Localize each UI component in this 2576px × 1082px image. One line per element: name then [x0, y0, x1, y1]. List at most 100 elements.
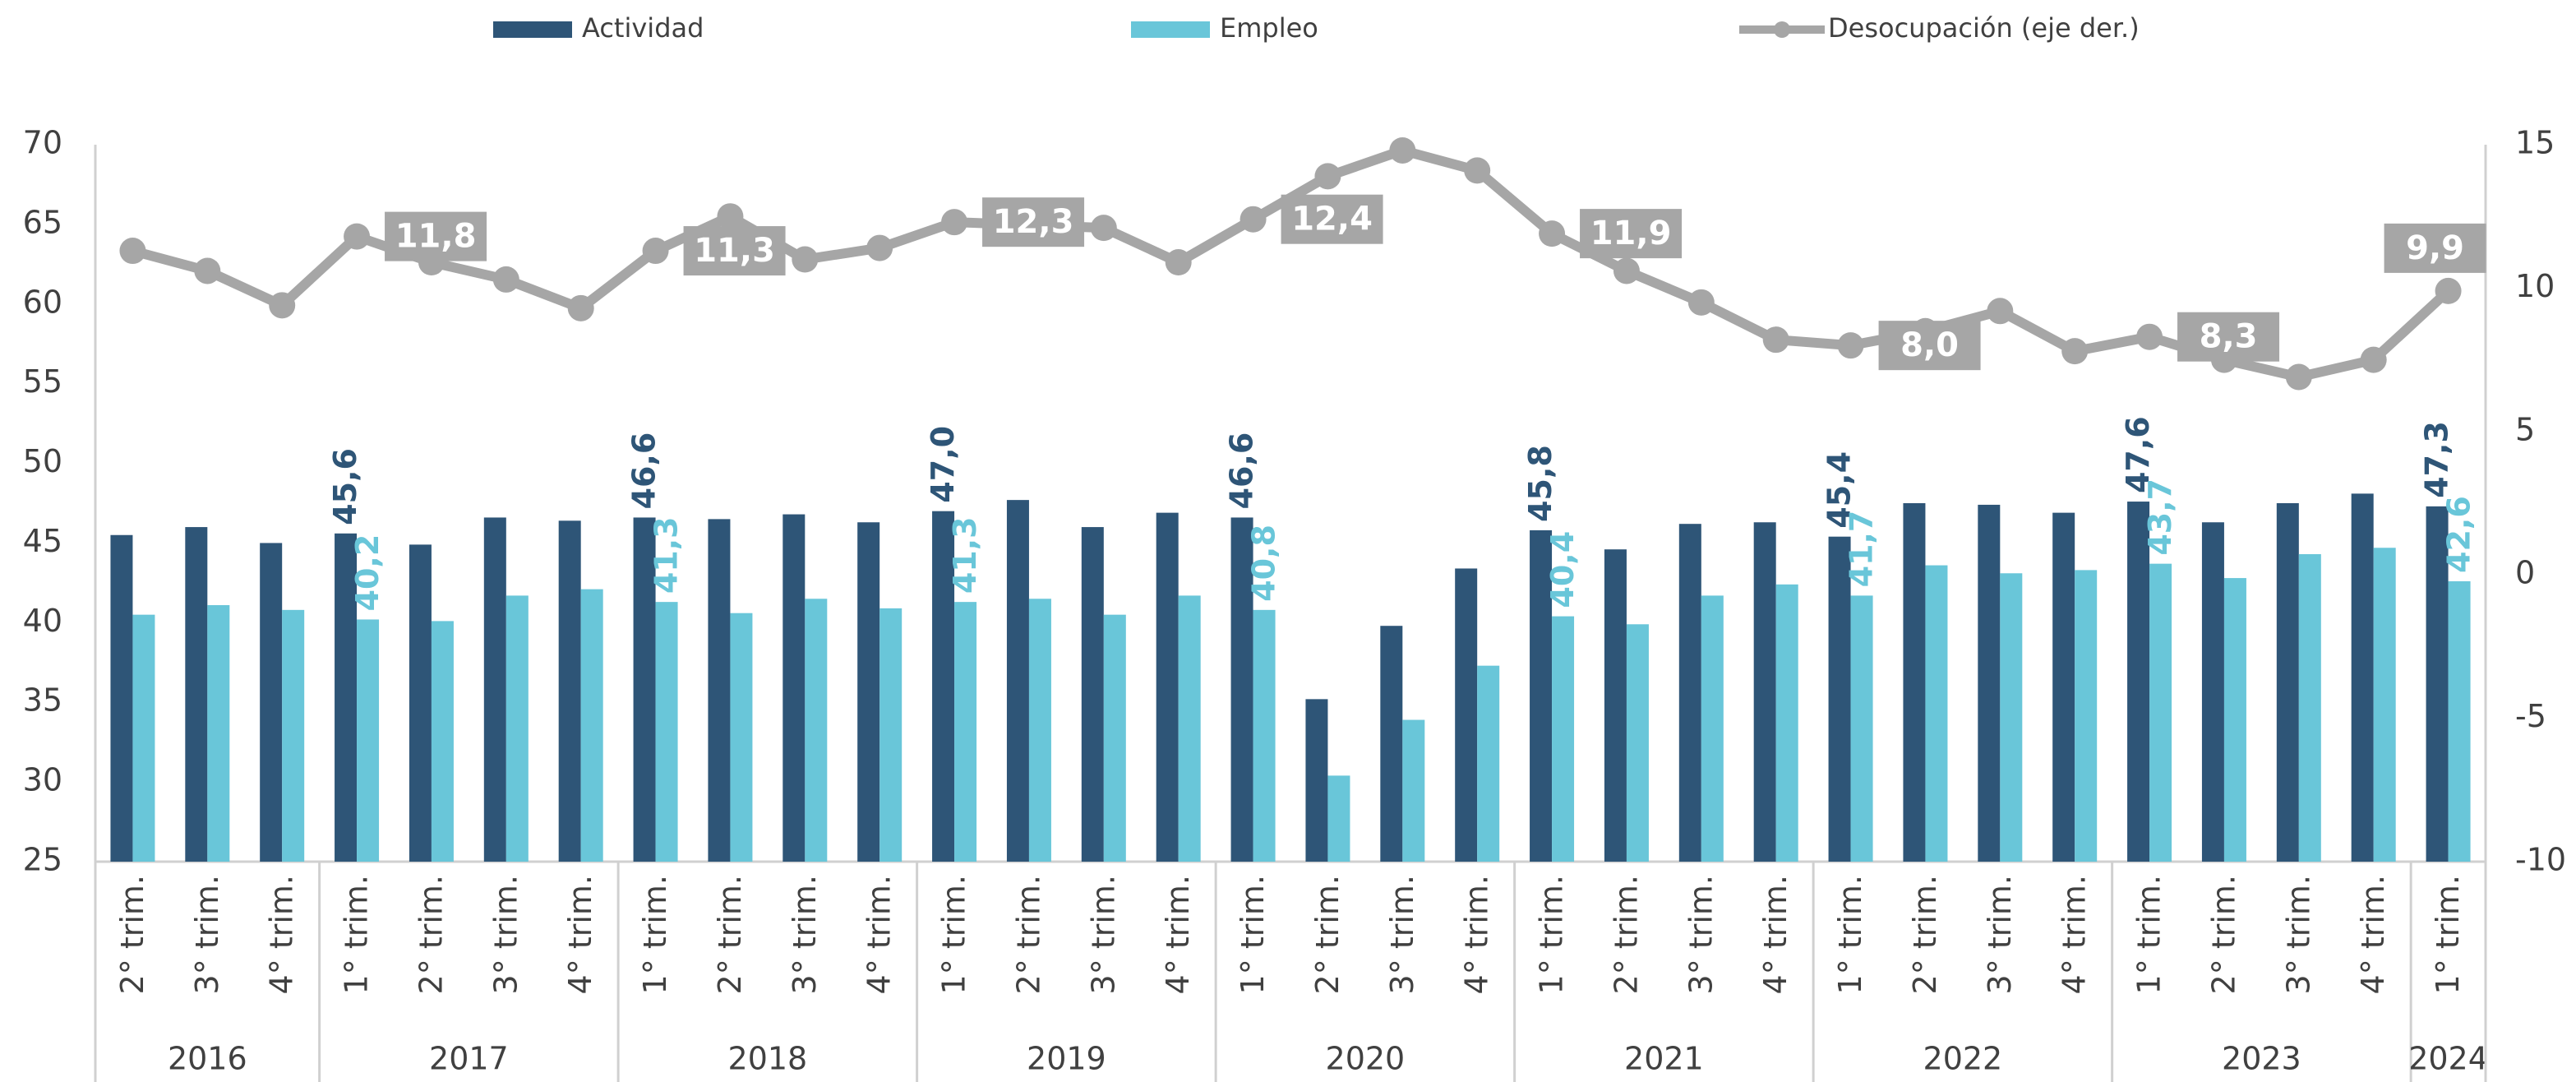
legend-label: Actividad [582, 12, 704, 44]
bar [580, 589, 603, 862]
bar [2373, 548, 2396, 862]
line-point [792, 246, 819, 273]
bar [357, 619, 380, 862]
bar-value-label: 40,2 [349, 534, 385, 612]
y-tick-label: 30 [23, 762, 62, 798]
bar [1327, 775, 1350, 862]
bar [1455, 568, 1478, 862]
x-tick-label: 3° trim. [787, 875, 823, 994]
bar [1081, 527, 1104, 862]
x-tick-label: 1° trim. [637, 875, 673, 994]
legend-swatch [1774, 21, 1790, 38]
y2-tick-label: 15 [2515, 125, 2555, 161]
bar [1701, 595, 1724, 862]
x-tick-label: 4° trim. [861, 875, 898, 994]
line-value-text: 11,3 [694, 232, 775, 270]
legend-label: Empleo [1220, 12, 1318, 44]
bar [1156, 512, 1179, 862]
bar-value-label: 47,3 [2419, 421, 2455, 498]
x-tick-label: 3° trim. [1085, 875, 1121, 994]
year-label: 2024 [2408, 1041, 2488, 1077]
line-point [2061, 338, 2089, 365]
year-label: 2020 [1326, 1041, 1406, 1077]
y-tick-label: 45 [23, 523, 62, 559]
bar [1230, 517, 1253, 862]
bar [1925, 565, 1948, 862]
x-tick-label: 4° trim. [264, 875, 300, 994]
y2-tick-label: 0 [2515, 555, 2535, 591]
bar [335, 533, 358, 862]
label-box [1878, 321, 1981, 371]
bar [932, 511, 955, 862]
bar-value-label: 40,8 [1246, 525, 1282, 602]
y2-tick-label: -10 [2515, 842, 2566, 878]
line-point [1539, 220, 1566, 247]
line-point [717, 203, 744, 230]
x-tick-label: 4° trim. [2057, 875, 2093, 994]
bar [1028, 599, 1051, 862]
bar [558, 520, 581, 862]
x-tick-label: 3° trim. [2280, 875, 2316, 994]
bar [2149, 563, 2172, 862]
x-tick-label: 1° trim. [339, 875, 375, 994]
label-box [385, 211, 487, 261]
line-value-label: 8,3 [2177, 312, 2280, 362]
label-box [1580, 209, 1683, 259]
bar-value-label: 41,7 [1844, 511, 1880, 588]
line-point [866, 234, 893, 261]
bar [708, 519, 731, 862]
x-tick-label: 2° trim. [1907, 875, 1943, 994]
bar [805, 599, 828, 862]
line-value-text: 11,9 [1590, 215, 1672, 252]
line-point [119, 238, 146, 265]
line-point [1240, 206, 1267, 233]
line-point [1165, 249, 1192, 276]
bar-value-label: 41,3 [649, 516, 685, 594]
bar [1552, 616, 1575, 862]
bar [2052, 512, 2075, 862]
line-value-label: 8,0 [1878, 321, 1981, 371]
x-tick-label: 3° trim. [1982, 875, 2018, 994]
y2-tick-label: 5 [2515, 411, 2535, 447]
bar [1903, 503, 1926, 862]
year-label: 2019 [1027, 1041, 1106, 1077]
y-tick-label: 40 [23, 603, 62, 639]
legend-swatch [1131, 21, 1210, 38]
line-value-label: 11,9 [1580, 209, 1683, 259]
y2-tick-label: -5 [2515, 698, 2546, 734]
bar [431, 621, 454, 862]
bar [1530, 529, 1553, 862]
bar [1402, 719, 1425, 862]
line-value-label: 9,9 [2384, 223, 2486, 273]
label-box [1281, 194, 1383, 244]
legend-swatch [493, 21, 572, 38]
bar [1006, 500, 1029, 862]
bar [506, 595, 529, 862]
year-label: 2018 [728, 1041, 808, 1077]
bar [483, 517, 506, 862]
bar [1604, 549, 1627, 862]
x-tick-label: 3° trim. [1683, 875, 1719, 994]
bar [207, 605, 230, 862]
line-value-text: 12,4 [1291, 201, 1373, 238]
bar-value-label: 45,6 [327, 448, 363, 525]
line-value-text: 8,3 [2200, 318, 2258, 356]
bar [110, 534, 133, 862]
x-tick-label: 3° trim. [1384, 875, 1420, 994]
line-value-text: 8,0 [1900, 326, 1959, 364]
x-tick-label: 3° trim. [189, 875, 225, 994]
bar [782, 514, 806, 862]
y-tick-label: 60 [23, 284, 62, 320]
x-tick-label: 2° trim. [712, 875, 748, 994]
legend-label: Desocupación (eje der.) [1828, 12, 2140, 44]
line-point [1389, 136, 1416, 164]
x-tick-label: 4° trim. [1459, 875, 1495, 994]
bar [1978, 504, 2001, 862]
line-point [642, 238, 669, 265]
bar [2426, 506, 2449, 862]
bar [1380, 626, 1403, 862]
bar [2298, 554, 2321, 862]
x-tick-label: 1° trim. [2131, 875, 2167, 994]
bar [954, 602, 977, 862]
